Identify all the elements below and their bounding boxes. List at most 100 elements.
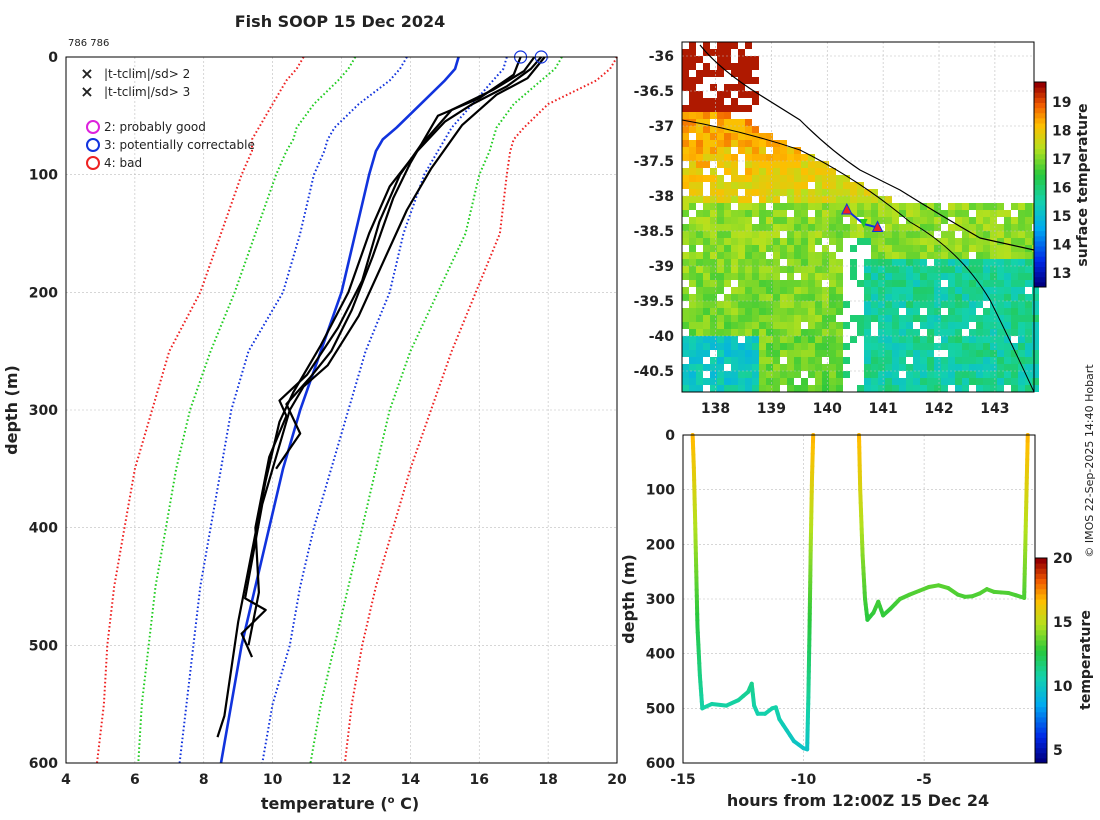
sst-pixel	[976, 266, 983, 273]
sst-pixel	[1025, 259, 1032, 266]
sst-pixel	[892, 315, 899, 322]
sst-pixel	[822, 308, 829, 315]
sst-pixel	[1018, 259, 1025, 266]
sst-pixel	[920, 378, 927, 385]
sst-pixel	[773, 371, 780, 378]
ts-y-tick-label: 300	[646, 592, 675, 608]
sst-pixel	[766, 231, 773, 238]
sst-pixel	[745, 105, 752, 112]
sst-pixel	[703, 63, 710, 70]
sst-pixel	[717, 119, 724, 126]
sst-pixel	[878, 287, 885, 294]
sst-pixel	[836, 294, 843, 301]
track-end-triangle	[841, 202, 853, 215]
sst-pixel	[941, 371, 948, 378]
sst-pixel	[752, 364, 759, 371]
sst-pixel	[759, 385, 766, 392]
sst-pixel	[1011, 350, 1018, 357]
map-colorbar-segment	[1034, 240, 1046, 247]
sst-pixel	[934, 385, 941, 392]
main-x-ticks: 4 6 8 10 12 14 16 18 20	[61, 772, 627, 788]
sst-pixel	[1004, 336, 1011, 343]
sst-pixel	[1004, 322, 1011, 329]
main-y-tick-label: 500	[29, 638, 58, 654]
sst-pixel	[738, 217, 745, 224]
sst-pixel	[682, 119, 689, 126]
series--3-sd	[343, 56, 618, 764]
sst-pixel	[878, 329, 885, 336]
sst-pixel	[710, 322, 717, 329]
sst-pixel	[899, 301, 906, 308]
sst-pixel	[766, 357, 773, 364]
sst-pixel	[983, 252, 990, 259]
sst-pixel	[710, 112, 717, 119]
sst-pixel	[1004, 273, 1011, 280]
sst-pixel	[752, 371, 759, 378]
sst-pixel	[738, 343, 745, 350]
sst-pixel	[885, 238, 892, 245]
sst-pixel	[962, 266, 969, 273]
sst-pixel	[745, 42, 752, 49]
sst-pixel	[717, 203, 724, 210]
sst-pixel	[689, 140, 696, 147]
sst-pixel	[871, 196, 878, 203]
sst-pixel	[780, 301, 787, 308]
sst-pixel	[731, 273, 738, 280]
sst-pixel	[738, 77, 745, 84]
map-colorbar-segment	[1034, 87, 1046, 93]
sst-pixel	[780, 287, 787, 294]
sst-pixel	[759, 245, 766, 252]
sst-pixel	[745, 161, 752, 168]
sst-pixel	[962, 350, 969, 357]
sst-pixel	[948, 266, 955, 273]
profile-id-label: 786 786	[68, 38, 109, 49]
sst-pixel	[710, 294, 717, 301]
ts-x-tick-label: -15	[670, 772, 695, 788]
sst-pixel	[1011, 245, 1018, 252]
sst-pixel	[808, 294, 815, 301]
sst-pixel	[703, 210, 710, 217]
sst-pixel	[1025, 336, 1032, 343]
sst-pixel	[878, 252, 885, 259]
sst-pixel	[899, 280, 906, 287]
sst-pixel	[1025, 322, 1032, 329]
sst-pixel	[899, 245, 906, 252]
sst-pixel	[962, 287, 969, 294]
sst-pixel	[696, 259, 703, 266]
sst-pixel	[696, 77, 703, 84]
sst-pixel	[892, 301, 899, 308]
ts-y-tick-label: 0	[665, 428, 675, 444]
sst-pixel	[745, 168, 752, 175]
sst-pixel	[724, 217, 731, 224]
sst-pixel	[703, 105, 710, 112]
sst-pixel	[836, 189, 843, 196]
sst-pixel	[780, 252, 787, 259]
sst-pixel	[738, 133, 745, 140]
sst-pixel	[731, 168, 738, 175]
sst-pixel	[850, 259, 857, 266]
sst-pixel	[1011, 231, 1018, 238]
sst-pixel	[927, 315, 934, 322]
sst-pixel	[724, 357, 731, 364]
sst-pixel	[710, 105, 717, 112]
sst-pixel	[864, 343, 871, 350]
sst-pixel	[871, 294, 878, 301]
sst-pixel	[864, 224, 871, 231]
sst-pixel	[703, 140, 710, 147]
sst-pixel	[1018, 224, 1025, 231]
sst-pixel	[1025, 371, 1032, 378]
sst-pixel	[724, 189, 731, 196]
sst-pixel	[752, 161, 759, 168]
sst-pixel	[696, 126, 703, 133]
sst-pixel	[948, 224, 955, 231]
sst-pixel	[738, 196, 745, 203]
sst-pixel	[717, 343, 724, 350]
sst-pixel	[724, 343, 731, 350]
sst-pixel	[752, 231, 759, 238]
sst-pixel	[1011, 280, 1018, 287]
ts-colorbar-segment	[1035, 588, 1047, 595]
sst-pixel	[913, 308, 920, 315]
ts-colorbar-segment	[1035, 681, 1047, 687]
sst-pixel	[710, 266, 717, 273]
